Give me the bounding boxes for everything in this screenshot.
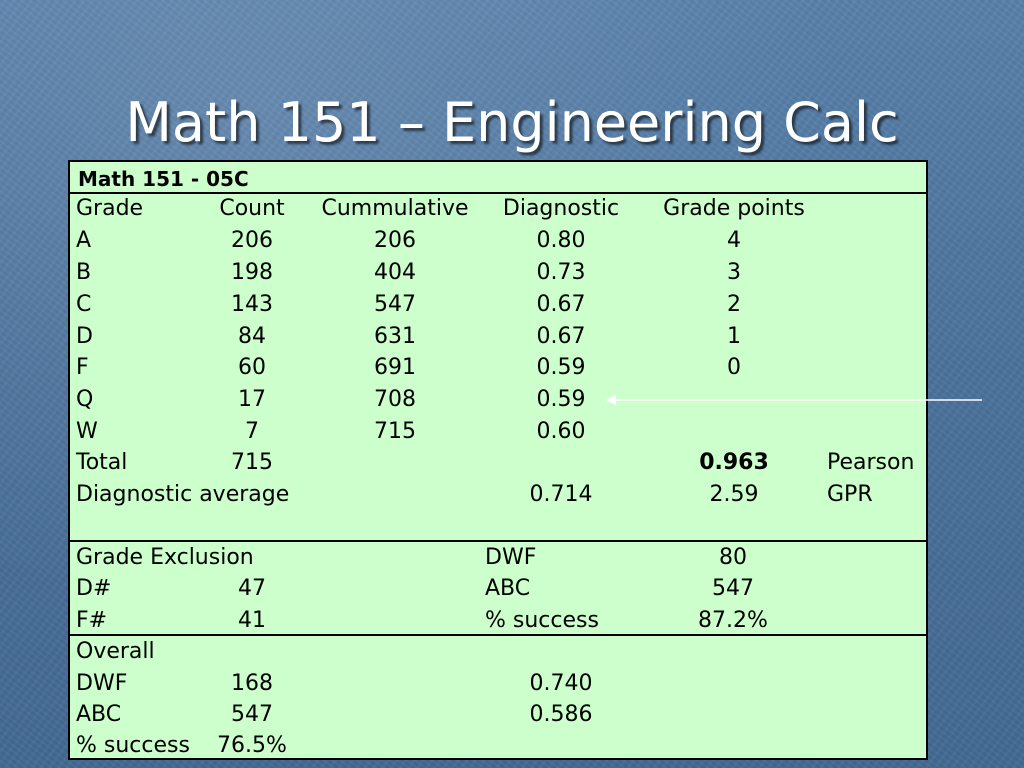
slide-title: Math 151 – Engineering Calc bbox=[125, 91, 899, 154]
divider-header bbox=[70, 192, 926, 194]
arrow-head bbox=[605, 395, 616, 405]
table-row-count: 206 bbox=[231, 228, 273, 253]
overall-dwf-label: DWF bbox=[76, 671, 128, 696]
exclusion-d-label: D# bbox=[76, 576, 112, 601]
exclusion-dwf-label: DWF bbox=[485, 545, 537, 570]
table-row-diagnostic: 0.59 bbox=[536, 387, 586, 412]
overall-dwf-diagnostic: 0.740 bbox=[529, 671, 593, 696]
diagnostic-average-value: 0.714 bbox=[529, 482, 593, 507]
table-row-grade: A bbox=[76, 228, 92, 253]
header-grade: Grade bbox=[76, 196, 144, 221]
overall-success-value: 76.5% bbox=[217, 733, 287, 758]
table-row-count: 198 bbox=[231, 260, 273, 285]
overall-success-label: % success bbox=[76, 733, 190, 758]
table-row-diagnostic: 0.67 bbox=[536, 292, 586, 317]
table-row-grade: W bbox=[76, 419, 98, 444]
table-row-diagnostic: 0.60 bbox=[536, 419, 586, 444]
exclusion-abc-value: 547 bbox=[712, 576, 754, 601]
total-count: 715 bbox=[231, 450, 273, 475]
divider-overall bbox=[70, 634, 926, 636]
gpr-value: 2.59 bbox=[709, 482, 759, 507]
divider-exclusion bbox=[70, 540, 926, 542]
table-row-count: 17 bbox=[238, 387, 266, 412]
table-row-cumulative: 547 bbox=[374, 292, 416, 317]
table-row-grade-points: 3 bbox=[727, 260, 741, 285]
total-label: Total bbox=[76, 450, 128, 475]
table-row-count: 84 bbox=[238, 324, 266, 349]
overall-abc-count: 547 bbox=[231, 702, 273, 727]
overall-abc-diagnostic: 0.586 bbox=[529, 702, 593, 727]
table-row-diagnostic: 0.80 bbox=[536, 228, 586, 253]
table-row-grade: B bbox=[76, 260, 92, 285]
table-row-count: 60 bbox=[238, 355, 266, 380]
grade-table: Math 151 - 05C Grade Count Cummulative D… bbox=[68, 160, 928, 760]
table-row-grade-points: 1 bbox=[727, 324, 741, 349]
table-row-grade: C bbox=[76, 292, 92, 317]
table-row-grade-points: 0 bbox=[727, 355, 741, 380]
header-count: Count bbox=[219, 196, 285, 221]
pearson-label: Pearson bbox=[827, 450, 915, 475]
table-row-diagnostic: 0.73 bbox=[536, 260, 586, 285]
table-row-grade-points: 4 bbox=[727, 228, 741, 253]
table-row-count: 7 bbox=[245, 419, 259, 444]
gpr-label: GPR bbox=[827, 482, 873, 507]
overall-title: Overall bbox=[76, 639, 155, 664]
table-row-count: 143 bbox=[231, 292, 273, 317]
table-row-grade: D bbox=[76, 324, 93, 349]
exclusion-d-value: 47 bbox=[238, 576, 266, 601]
overall-abc-label: ABC bbox=[76, 702, 122, 727]
exclusion-f-label: F# bbox=[76, 608, 108, 633]
exclusion-success-value: 87.2% bbox=[698, 608, 768, 633]
exclusion-success-label: % success bbox=[485, 608, 599, 633]
pearson-value: 0.963 bbox=[699, 450, 769, 475]
table-row-cumulative: 631 bbox=[374, 324, 416, 349]
table-row-cumulative: 404 bbox=[374, 260, 416, 285]
table-row-cumulative: 715 bbox=[374, 419, 416, 444]
exclusion-f-value: 41 bbox=[238, 608, 266, 633]
section-title: Math 151 - 05C bbox=[78, 167, 249, 191]
table-row-grade: Q bbox=[76, 387, 94, 412]
table-row-grade-points: 2 bbox=[727, 292, 741, 317]
header-diagnostic: Diagnostic bbox=[502, 196, 620, 221]
diagnostic-average-label: Diagnostic average bbox=[76, 482, 290, 507]
table-row-cumulative: 691 bbox=[374, 355, 416, 380]
table-row-diagnostic: 0.59 bbox=[536, 355, 586, 380]
table-row-grade: F bbox=[76, 355, 89, 380]
table-row-diagnostic: 0.67 bbox=[536, 324, 586, 349]
overall-dwf-count: 168 bbox=[231, 671, 273, 696]
header-cumulative: Cummulative bbox=[321, 196, 469, 221]
table-row-cumulative: 206 bbox=[374, 228, 416, 253]
table-row-cumulative: 708 bbox=[374, 387, 416, 412]
exclusion-dwf-value: 80 bbox=[719, 545, 747, 570]
header-grade-points: Grade points bbox=[663, 196, 805, 221]
exclusion-title: Grade Exclusion bbox=[76, 545, 254, 570]
exclusion-abc-label: ABC bbox=[485, 576, 531, 601]
